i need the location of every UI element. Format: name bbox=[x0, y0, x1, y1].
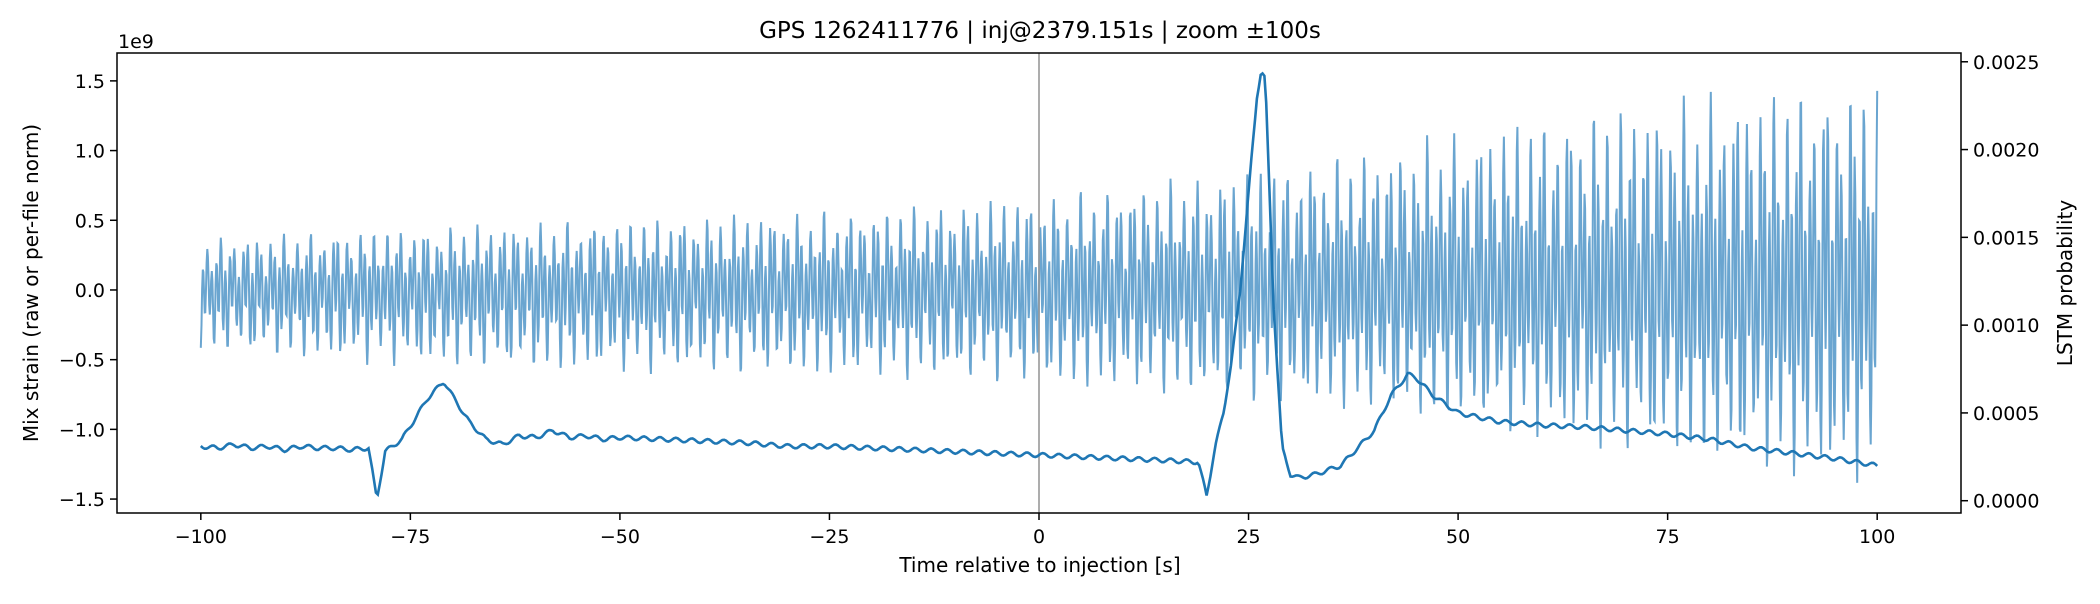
left-offset-label: 1e9 bbox=[118, 31, 154, 53]
chart-title: GPS 1262411776 | inj@2379.151s | zoom ±1… bbox=[759, 18, 1321, 44]
left-tick-label: −1.5 bbox=[59, 489, 105, 511]
x-tick-label: 50 bbox=[1446, 526, 1470, 548]
x-tick-label: 100 bbox=[1859, 526, 1895, 548]
x-tick-label: −100 bbox=[175, 526, 227, 548]
x-tick-label: −25 bbox=[809, 526, 849, 548]
x-axis-label: Time relative to injection [s] bbox=[898, 553, 1180, 577]
x-tick-label: 25 bbox=[1236, 526, 1260, 548]
left-tick-label: 0.5 bbox=[75, 210, 105, 232]
left-tick-label: 0.0 bbox=[75, 280, 105, 302]
left-tick-label: −0.5 bbox=[59, 350, 105, 372]
right-tick-label: 0.0005 bbox=[1973, 403, 2039, 425]
right-axis-label: LSTM probability bbox=[2053, 200, 2077, 367]
right-tick-label: 0.0025 bbox=[1973, 52, 2039, 74]
x-tick-label: −75 bbox=[390, 526, 430, 548]
left-axis-label: Mix strain (raw or per-file norm) bbox=[19, 124, 43, 442]
series-lstm-probability-line bbox=[199, 71, 1879, 498]
left-tick-label: −1.0 bbox=[59, 419, 105, 441]
right-tick-label: 0.0010 bbox=[1973, 315, 2039, 337]
right-tick-label: 0.0020 bbox=[1973, 140, 2039, 162]
x-tick-label: −50 bbox=[600, 526, 640, 548]
x-tick-label: 0 bbox=[1033, 526, 1045, 548]
left-tick-label: 1.0 bbox=[75, 141, 105, 163]
right-tick-label: 0.0000 bbox=[1973, 491, 2039, 513]
left-tick-label: 1.5 bbox=[75, 71, 105, 93]
right-tick-label: 0.0015 bbox=[1973, 227, 2039, 249]
x-tick-label: 75 bbox=[1656, 526, 1680, 548]
